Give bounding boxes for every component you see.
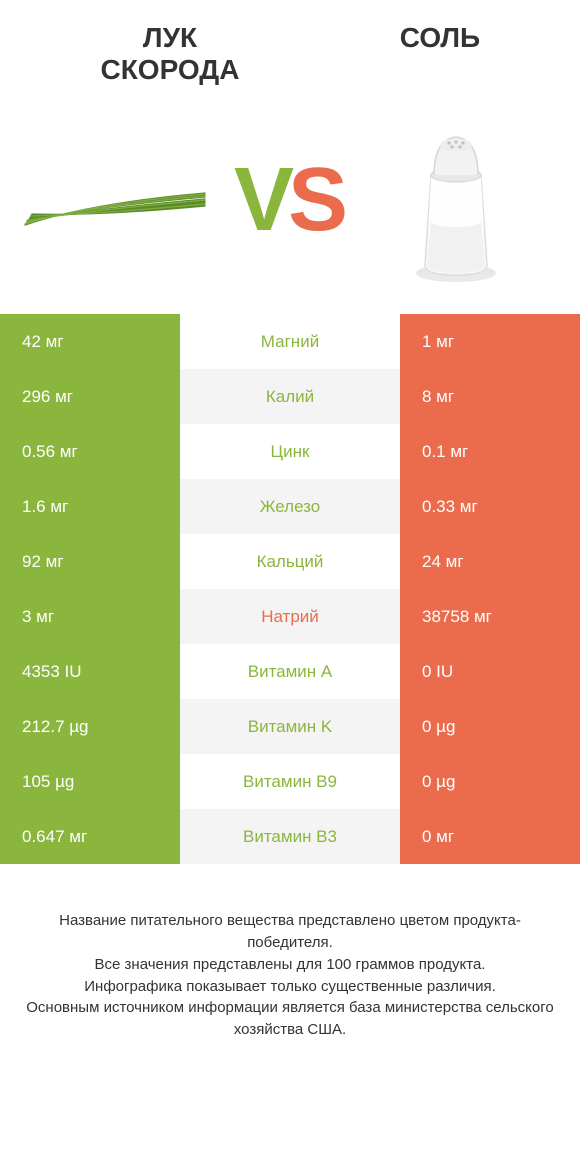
left-value: 212.7 µg [0, 699, 180, 754]
right-value: 0.33 мг [400, 479, 580, 534]
table-row: 3 мгНатрий38758 мг [0, 589, 580, 644]
table-row: 42 мгМагний1 мг [0, 314, 580, 369]
header: ЛУК СКОРОДА СОЛЬ [0, 0, 580, 94]
salt-shaker-image [366, 115, 546, 285]
nutrient-label: Витамин K [180, 699, 400, 754]
nutrient-label: Витамин B3 [180, 809, 400, 864]
table-row: 296 мгКалий8 мг [0, 369, 580, 424]
vs-s: S [288, 150, 342, 250]
table-row: 1.6 мгЖелезо0.33 мг [0, 479, 580, 534]
left-value: 296 мг [0, 369, 180, 424]
table-row: 4353 IUВитамин A0 IU [0, 644, 580, 699]
left-value: 42 мг [0, 314, 180, 369]
left-value: 105 µg [0, 754, 180, 809]
footnote-line: Все значения представлены для 100 граммо… [22, 954, 558, 976]
nutrient-label: Цинк [180, 424, 400, 479]
comparison-table: 42 мгМагний1 мг296 мгКалий8 мг0.56 мгЦин… [0, 314, 580, 864]
vs-label: VS [234, 149, 342, 252]
left-value: 3 мг [0, 589, 180, 644]
table-row: 92 мгКальций24 мг [0, 534, 580, 589]
footnote-line: Основным источником информации является … [22, 997, 558, 1041]
nutrient-label: Витамин A [180, 644, 400, 699]
footnote: Название питательного вещества представл… [0, 864, 580, 1041]
right-value: 0 µg [400, 754, 580, 809]
nutrient-label: Магний [180, 314, 400, 369]
right-value: 0 IU [400, 644, 580, 699]
left-value: 92 мг [0, 534, 180, 589]
left-value: 1.6 мг [0, 479, 180, 534]
nutrient-label: Железо [180, 479, 400, 534]
right-value: 8 мг [400, 369, 580, 424]
right-product-title: СОЛЬ [350, 22, 530, 86]
footnote-line: Инфографика показывает только существенн… [22, 976, 558, 998]
left-value: 0.56 мг [0, 424, 180, 479]
chives-image [20, 165, 210, 235]
right-value: 0 мг [400, 809, 580, 864]
right-value: 0.1 мг [400, 424, 580, 479]
right-value: 0 µg [400, 699, 580, 754]
nutrient-label: Витамин B9 [180, 754, 400, 809]
table-row: 0.647 мгВитамин B30 мг [0, 809, 580, 864]
vs-v: V [234, 150, 288, 250]
nutrient-label: Кальций [180, 534, 400, 589]
footnote-line: Название питательного вещества представл… [22, 910, 558, 954]
table-row: 0.56 мгЦинк0.1 мг [0, 424, 580, 479]
table-row: 105 µgВитамин B90 µg [0, 754, 580, 809]
right-value: 1 мг [400, 314, 580, 369]
nutrient-label: Калий [180, 369, 400, 424]
table-row: 212.7 µgВитамин K0 µg [0, 699, 580, 754]
left-value: 4353 IU [0, 644, 180, 699]
left-product-title: ЛУК СКОРОДА [50, 22, 290, 86]
images-row: VS [0, 94, 580, 314]
right-value: 24 мг [400, 534, 580, 589]
nutrient-label: Натрий [180, 589, 400, 644]
left-value: 0.647 мг [0, 809, 180, 864]
right-value: 38758 мг [400, 589, 580, 644]
